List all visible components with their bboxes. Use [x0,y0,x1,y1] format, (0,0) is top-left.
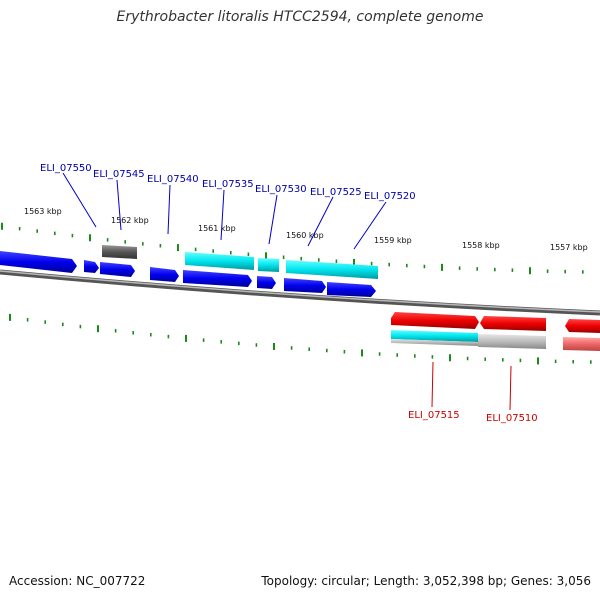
gene-arrow[interactable] [478,334,546,349]
gene-label[interactable]: ELI_07545 [93,169,145,180]
gene-label[interactable]: ELI_07525 [310,187,362,198]
scale-label: 1563 kbp [24,207,62,216]
scale-label: 1557 kbp [550,243,588,252]
gene-label[interactable]: ELI_07510 [486,413,538,424]
gene-arrow[interactable] [391,339,478,346]
gene-label[interactable]: ELI_07540 [147,174,199,185]
scale-label: 1559 kbp [374,236,412,245]
gene-arrow[interactable] [480,316,546,331]
scale-label: 1562 kbp [111,216,149,225]
gene-arrow[interactable] [150,267,179,282]
topology-label: Topology: circular; Length: 3,052,398 bp… [261,574,591,588]
scale-label: 1558 kbp [462,241,500,250]
gene-arrow[interactable] [100,262,135,277]
gene-label[interactable]: ELI_07550 [40,163,92,174]
scale-label: 1560 kbp [286,231,324,240]
gene-arrow[interactable] [102,245,137,259]
map-title: Erythrobacter litoralis HTCC2594, comple… [116,9,484,25]
gene-label[interactable]: ELI_07535 [202,179,254,190]
gene-arrow[interactable] [84,260,99,273]
gene-arrow[interactable] [391,312,479,329]
gene-label[interactable]: ELI_07530 [255,184,307,195]
accession-label: Accession: NC_007722 [9,574,146,588]
gene-arrow[interactable] [286,260,378,279]
gene-arrow[interactable] [327,282,376,297]
gene-label[interactable]: ELI_07520 [364,191,416,202]
gene-arrow[interactable] [258,258,279,272]
tick-marks-upper [1,222,584,275]
gene-arrow[interactable] [185,252,254,270]
gene-arrow[interactable] [284,278,326,293]
gene-arrow[interactable] [391,330,478,342]
gene-arrow[interactable] [183,270,252,287]
tick-marks-lower [9,313,592,365]
gene-arrow[interactable] [257,276,276,289]
gene-label[interactable]: ELI_07515 [408,410,460,421]
gene-arrow[interactable] [565,319,600,333]
gene-arrow[interactable] [0,251,77,273]
scale-label: 1561 kbp [198,224,236,233]
gene-arrow[interactable] [563,337,600,351]
genome-backbone [0,269,600,316]
